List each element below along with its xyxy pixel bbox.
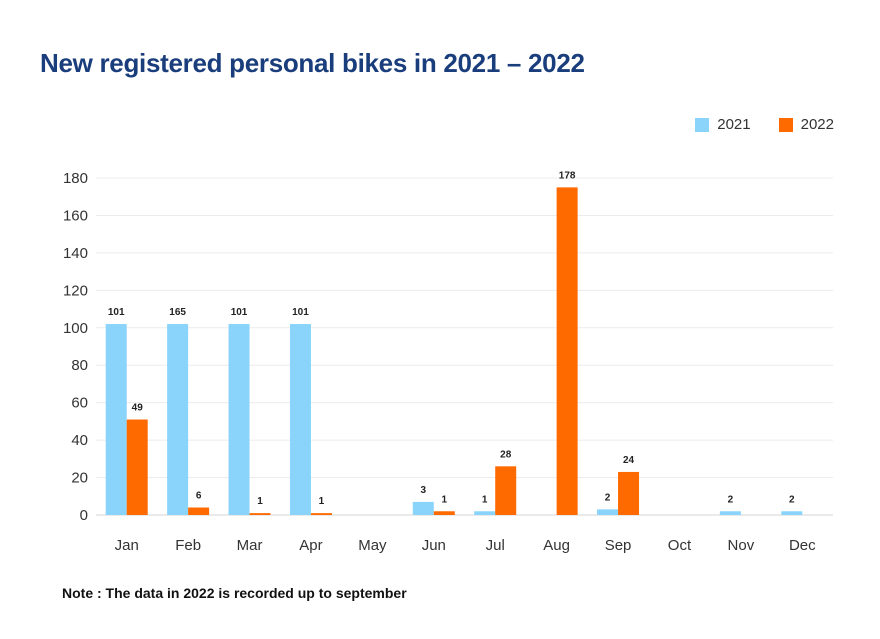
x-tick-label: Dec (789, 537, 816, 554)
data-label-2022-feb: 6 (196, 491, 202, 502)
y-tick-label: 160 (63, 207, 88, 224)
y-tick-label: 40 (71, 432, 88, 449)
legend-swatch-2021 (695, 117, 710, 132)
x-tick-label: Aug (543, 537, 570, 554)
data-label-2021-sep: 2 (605, 492, 611, 503)
chart-title: New registered personal bikes in 2021 – … (40, 48, 585, 78)
data-label-2022-aug: 178 (559, 170, 576, 181)
data-label-2021-jan: 101 (108, 307, 125, 318)
x-tick-label: Sep (605, 537, 632, 554)
data-label-2021-jun: 3 (421, 485, 427, 496)
bar-2021-feb (167, 324, 189, 515)
bar-2021-nov (719, 511, 741, 515)
legend-item-2022: 2022 (778, 116, 834, 133)
legend-swatch-2022 (778, 117, 793, 132)
legend-label-2021: 2021 (717, 116, 751, 133)
data-label-2022-apr: 1 (319, 496, 325, 507)
x-tick-label: Apr (299, 537, 322, 554)
legend-label-2022: 2022 (800, 116, 834, 133)
data-label-2021-nov: 2 (728, 494, 734, 505)
legend: 2021 2022 (695, 116, 834, 133)
bar-2022-mar (249, 513, 271, 515)
bar-2022-apr (310, 513, 332, 515)
data-label-2021-jul: 1 (482, 494, 488, 505)
chart-note: Note : The data in 2022 is recorded up t… (62, 585, 407, 601)
y-tick-label: 180 (63, 170, 88, 187)
data-label-2021-dec: 2 (789, 494, 795, 505)
x-tick-label: May (358, 537, 387, 554)
bar-2021-mar (228, 324, 250, 515)
y-tick-label: 0 (80, 507, 88, 524)
bar-2022-jul (495, 466, 517, 515)
x-tick-label: Feb (175, 537, 201, 554)
bar-2021-sep (597, 509, 619, 515)
bar-2022-sep (618, 471, 640, 515)
x-tick-label: Jun (422, 537, 446, 554)
data-label-2021-apr: 101 (292, 307, 309, 318)
y-tick-label: 100 (63, 320, 88, 337)
bar-2022-jun (433, 511, 455, 515)
y-tick-label: 60 (71, 395, 88, 412)
y-tick-label: 20 (71, 470, 88, 487)
bar-2022-aug (556, 187, 578, 515)
bar-2022-jan (126, 419, 148, 515)
data-label-2022-jun: 1 (442, 494, 448, 505)
bar-2021-dec (781, 511, 803, 515)
x-tick-label: Mar (237, 537, 263, 554)
data-label-2021-feb: 165 (169, 307, 186, 318)
y-tick-label: 80 (71, 357, 88, 374)
legend-item-2021: 2021 (695, 116, 751, 133)
x-tick-label: Oct (668, 537, 692, 554)
y-tick-label: 120 (63, 282, 88, 299)
data-label-2021-mar: 101 (231, 307, 248, 318)
data-label-2022-sep: 24 (623, 455, 635, 466)
bar-2021-apr (289, 324, 311, 515)
data-label-2022-jan: 49 (132, 403, 144, 414)
bar-2021-jan (105, 324, 127, 515)
y-tick-label: 140 (63, 245, 88, 262)
bar-2021-jun (412, 501, 434, 515)
bar-2022-feb (188, 507, 210, 515)
x-tick-label: Jan (115, 537, 139, 554)
x-tick-label: Jul (486, 537, 505, 554)
x-tick-label: Nov (728, 537, 755, 554)
bar-2021-jul (474, 511, 496, 515)
data-label-2022-mar: 1 (257, 496, 263, 507)
data-label-2022-jul: 28 (500, 449, 512, 460)
